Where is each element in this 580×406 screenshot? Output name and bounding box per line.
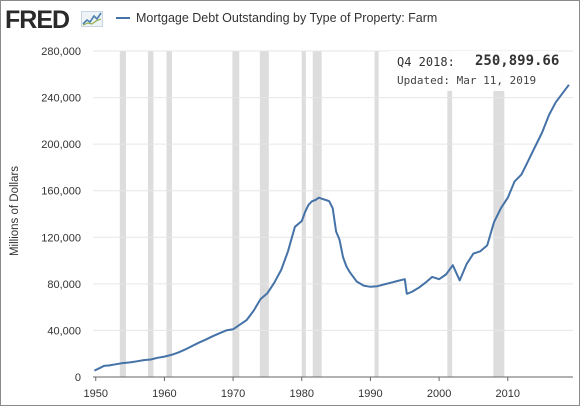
legend-label: Mortgage Debt Outstanding by Type of Pro… bbox=[136, 11, 438, 25]
recession-band bbox=[312, 51, 322, 377]
line-graph-icon bbox=[81, 11, 103, 27]
recession-band bbox=[147, 51, 154, 377]
latest-value: 250,899.66 bbox=[475, 53, 560, 69]
legend-swatch bbox=[116, 17, 130, 19]
x-tick-label: 1950 bbox=[84, 388, 108, 400]
y-tick-label: 200,000 bbox=[41, 139, 81, 151]
x-tick-label: 1970 bbox=[221, 388, 245, 400]
y-tick-label: 240,000 bbox=[41, 93, 81, 105]
y-tick-label: 120,000 bbox=[41, 232, 81, 244]
recession-band bbox=[447, 51, 453, 377]
x-tick-label: 2000 bbox=[427, 388, 451, 400]
y-tick-label: 80,000 bbox=[47, 279, 81, 291]
recession-band bbox=[232, 51, 240, 377]
recession-band bbox=[259, 51, 269, 377]
fred-logo[interactable]: FRED bbox=[5, 6, 70, 34]
chart-header: FRED Mortgage Debt Outstanding by Type o… bbox=[1, 1, 579, 39]
y-tick-label: 0 bbox=[75, 372, 81, 384]
latest-period: Q4 2018: bbox=[397, 55, 455, 69]
y-tick-label: 280,000 bbox=[41, 46, 81, 58]
y-tick-label: 160,000 bbox=[41, 186, 81, 198]
updated-date: Updated: Mar 11, 2019 bbox=[397, 74, 537, 87]
y-tick-label: 40,000 bbox=[47, 325, 81, 337]
latest-value-box: Q4 2018: 250,899.66 Updated: Mar 11, 201… bbox=[389, 51, 560, 91]
recession-band bbox=[374, 51, 379, 377]
recession-band bbox=[119, 51, 126, 377]
x-tick-label: 2010 bbox=[496, 388, 520, 400]
x-tick-label: 1980 bbox=[290, 388, 314, 400]
x-tick-label: 1990 bbox=[358, 388, 382, 400]
chart-legend[interactable]: Mortgage Debt Outstanding by Type of Pro… bbox=[116, 11, 437, 25]
series-line bbox=[93, 84, 570, 372]
recession-band bbox=[166, 51, 172, 377]
x-tick-label: 1960 bbox=[152, 388, 176, 400]
